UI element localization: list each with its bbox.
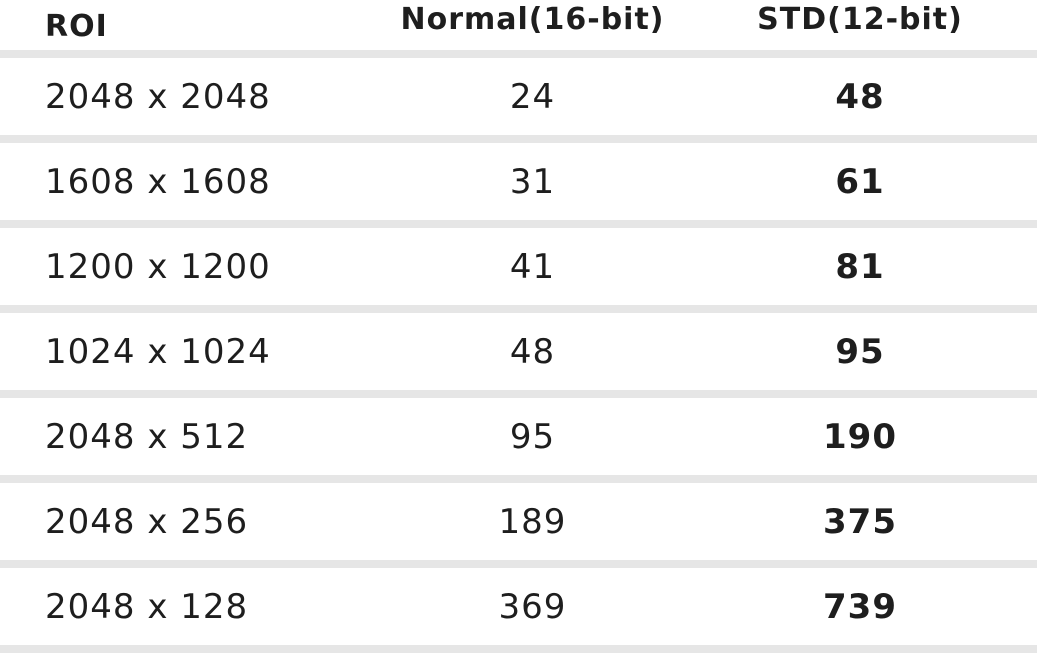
normal-value-cell: 24 <box>509 76 556 117</box>
normal-value-cell: 369 <box>498 586 567 627</box>
table-row: 1200 x 1200 41 81 <box>0 228 1037 305</box>
column-header-normal: Normal(16-bit) <box>400 2 665 37</box>
std-value-cell: 61 <box>835 161 885 202</box>
table-row: 1608 x 1608 31 61 <box>0 143 1037 220</box>
roi-cell: 1608 x 1608 <box>45 161 271 202</box>
std-value-cell: 190 <box>823 416 897 457</box>
std-value-cell: 95 <box>835 331 885 372</box>
normal-value-cell: 41 <box>509 246 556 287</box>
normal-value-cell: 31 <box>509 161 556 202</box>
table-header-row: ROI Normal(16-bit) STD(12-bit) <box>0 0 1037 50</box>
row-divider <box>0 305 1037 313</box>
table-row: 2048 x 128 369 739 <box>0 568 1037 645</box>
table-row: 2048 x 256 189 375 <box>0 483 1037 560</box>
table-row: 2048 x 2048 24 48 <box>0 58 1037 135</box>
bottom-divider <box>0 645 1037 653</box>
roi-cell: 2048 x 512 <box>45 416 249 457</box>
header-divider <box>0 50 1037 58</box>
row-divider <box>0 560 1037 568</box>
roi-cell: 2048 x 128 <box>45 586 249 627</box>
roi-cell: 2048 x 256 <box>45 501 249 542</box>
roi-cell: 1024 x 1024 <box>45 331 271 372</box>
row-divider <box>0 390 1037 398</box>
std-value-cell: 81 <box>835 246 885 287</box>
std-value-cell: 375 <box>823 501 897 542</box>
roi-cell: 2048 x 2048 <box>45 76 271 117</box>
normal-value-cell: 189 <box>498 501 567 542</box>
row-divider <box>0 220 1037 228</box>
row-divider <box>0 475 1037 483</box>
table-row: 2048 x 512 95 190 <box>0 398 1037 475</box>
std-value-cell: 739 <box>823 586 897 627</box>
column-header-std: STD(12-bit) <box>757 2 963 37</box>
normal-value-cell: 95 <box>509 416 556 457</box>
std-value-cell: 48 <box>835 76 885 117</box>
roi-cell: 1200 x 1200 <box>45 246 271 287</box>
column-header-roi: ROI <box>45 9 108 44</box>
normal-value-cell: 48 <box>509 331 556 372</box>
table-row: 1024 x 1024 48 95 <box>0 313 1037 390</box>
row-divider <box>0 135 1037 143</box>
